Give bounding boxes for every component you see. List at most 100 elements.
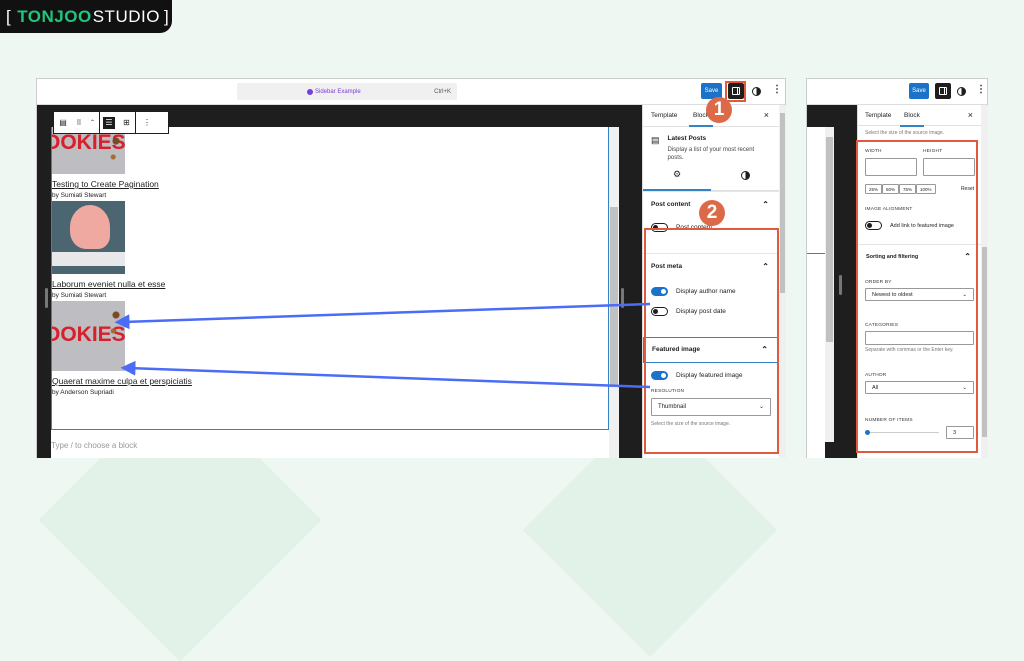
tab-template[interactable]: Template <box>865 112 892 119</box>
panel-sorting-filtering[interactable]: Sorting and filtering ⌃ <box>858 244 981 268</box>
block-name: Latest Posts <box>667 135 707 142</box>
width-input[interactable] <box>865 158 917 176</box>
featured-image-toggle[interactable] <box>651 370 668 380</box>
tab-block[interactable]: Block <box>689 112 713 127</box>
panel-post-content[interactable]: Post content ⌃ <box>643 190 779 217</box>
command-palette[interactable]: Sidebar Example Ctrl+K <box>237 83 457 100</box>
author-name-toggle[interactable] <box>651 286 668 296</box>
post-title-link[interactable]: Quaerat maxime culpa et perspiciatis <box>52 376 192 386</box>
post-item: Laborum eveniet nulla et esse by Sumiati… <box>52 201 608 299</box>
slider-thumb[interactable] <box>865 429 870 435</box>
block-type-icon[interactable]: ▤ <box>59 118 67 127</box>
block-options-icon[interactable]: ⋮ <box>143 118 151 127</box>
post-author: by Sumiati Stewart <box>52 192 107 199</box>
move-icon[interactable]: ⌃ <box>86 112 100 133</box>
highlight-box <box>725 81 746 102</box>
settings-gear-icon[interactable]: ⚙ <box>672 168 682 179</box>
link-image-toggle[interactable] <box>865 221 882 230</box>
toggle-label: Post content <box>676 223 713 231</box>
panel-title: Post content <box>651 200 691 208</box>
reset-button[interactable]: Reset <box>960 186 974 192</box>
toggle-label: Add link to featured image <box>890 222 954 229</box>
alignment-label: IMAGE ALIGNMENT <box>865 207 913 212</box>
post-date-toggle[interactable] <box>651 306 668 316</box>
chevron-up-icon: ⌃ <box>762 261 769 271</box>
panel-title: Post meta <box>651 262 683 270</box>
resize-handle[interactable] <box>621 288 624 308</box>
featured-image[interactable] <box>52 201 125 274</box>
post-title-link[interactable]: Testing to Create Pagination <box>52 179 159 189</box>
resize-handle[interactable] <box>45 288 48 308</box>
editor-topbar: Save ⋮ <box>807 79 987 105</box>
logo-bracket: ] <box>163 6 170 26</box>
toggle-label: Display post date <box>676 307 726 315</box>
more-options-icon[interactable]: ⋮ <box>976 84 986 95</box>
sidebar-scrollbar[interactable] <box>779 105 786 458</box>
chevron-up-icon: ⌃ <box>761 345 768 355</box>
block-toolbar: ▤ ⠿ ⌃ ☰ ⊞ ⋮ <box>53 111 169 134</box>
tab-block[interactable]: Block <box>900 112 924 127</box>
post-author: by Anderson Supriadi <box>52 389 114 396</box>
block-appender[interactable]: Type / to choose a block <box>51 441 138 450</box>
sidebar-icon <box>732 87 740 95</box>
items-input[interactable]: 3 <box>946 426 974 439</box>
styles-tab[interactable] <box>711 169 779 190</box>
percent-100-button[interactable]: 100% <box>916 184 936 194</box>
post-title-link[interactable]: Laborum eveniet nulla et esse <box>52 279 166 289</box>
logo-studio: STUDIO <box>92 6 160 26</box>
order-by-select[interactable]: Newest to oldest ⌄ <box>865 288 974 301</box>
step-badge-2: 2 <box>699 200 725 226</box>
canvas-scrollbar[interactable] <box>609 127 619 458</box>
list-view-icon[interactable]: ☰ <box>100 112 118 133</box>
items-slider[interactable] <box>865 429 939 435</box>
latest-posts-block[interactable]: OOKIES Testing to Create Pagination by S… <box>51 127 609 430</box>
help-text: Separate with commas or the Enter key. <box>865 347 954 353</box>
resolution-select[interactable]: Thumbnail ⌄ <box>651 397 771 416</box>
image-text: OOKIES <box>52 323 125 346</box>
editor-window: Sidebar Example Ctrl+K Save ⋮ OOKIES Tes… <box>36 78 786 458</box>
tab-template[interactable]: Template <box>651 112 678 119</box>
logo-bracket: [ <box>6 6 12 26</box>
annotation-arrows <box>114 302 651 389</box>
tonjoo-logo: [ TONJOO STUDIO ] <box>0 0 172 33</box>
grid-view-icon[interactable]: ⊞ <box>118 112 136 133</box>
resize-handle[interactable] <box>839 275 842 295</box>
help-text: Select the size of the source image. <box>651 420 731 427</box>
resolution-label: RESOLUTION <box>651 388 685 394</box>
percent-75-button[interactable]: 75% <box>899 184 917 194</box>
chevron-down-icon: ⌄ <box>962 291 967 298</box>
sidebar-tabs: Template Block × <box>643 105 779 127</box>
percent-25-button[interactable]: 25% <box>865 184 883 194</box>
sidebar-scrollbar[interactable] <box>981 105 988 458</box>
chevron-down-icon: ⌄ <box>962 384 967 391</box>
post-item: OOKIES Quaerat maxime culpa et perspicia… <box>52 301 608 396</box>
styles-icon[interactable] <box>752 87 761 96</box>
close-icon[interactable]: × <box>967 110 973 120</box>
panel-post-meta[interactable]: Post meta ⌃ <box>643 252 779 279</box>
settings-sidebar-toggle[interactable] <box>935 83 951 99</box>
featured-image[interactable]: OOKIES <box>52 127 125 174</box>
site-icon <box>307 88 313 95</box>
settings-sidebar-toggle[interactable] <box>728 83 744 99</box>
categories-input[interactable] <box>865 331 974 345</box>
drag-handle-icon[interactable]: ⠿ <box>76 119 82 127</box>
step-badge-1: 1 <box>706 97 732 123</box>
page-content: OOKIES Testing to Create Pagination by S… <box>51 127 609 458</box>
sidebar-icon <box>939 87 947 95</box>
editor-window-scrolled: Save ⋮ Template Block × Select the size … <box>806 78 988 458</box>
toggle-label: Display author name <box>676 287 736 295</box>
save-button[interactable]: Save <box>909 83 929 99</box>
author-select[interactable]: All ⌄ <box>865 381 974 394</box>
block-card: ▤ Latest Posts Display a list of your mo… <box>643 127 779 163</box>
canvas-scrollbar[interactable] <box>825 127 834 442</box>
height-input[interactable] <box>923 158 975 176</box>
select-value: Newest to oldest <box>872 291 913 298</box>
more-options-icon[interactable]: ⋮ <box>772 84 782 95</box>
close-icon[interactable]: × <box>763 110 769 120</box>
featured-image[interactable]: OOKIES <box>52 301 125 371</box>
percent-50-button[interactable]: 50% <box>882 184 900 194</box>
post-content-toggle[interactable] <box>651 222 668 232</box>
styles-icon[interactable] <box>957 87 966 96</box>
save-button[interactable]: Save <box>701 83 722 99</box>
toggle-label: Display featured image <box>676 371 743 379</box>
